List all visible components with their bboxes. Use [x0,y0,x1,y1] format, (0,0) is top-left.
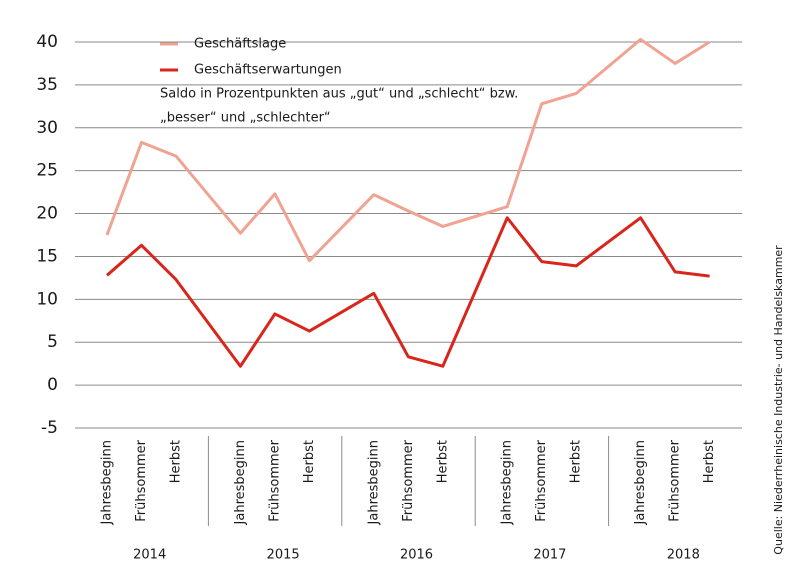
y-tick-label: 30 [36,118,58,138]
y-tick-label: 10 [36,289,58,309]
group-label: 2015 [267,548,300,563]
annotation: Saldo in Prozentpunkten aus „gut“ und „s… [160,87,518,102]
group-label: 2017 [533,548,566,563]
x-tick-label: Jahresbeginn [633,440,648,525]
x-tick-label: Jahresbeginn [366,440,381,525]
annotation: „besser“ und „schlechter“ [160,111,331,126]
x-tick-label: Herbst [569,440,584,483]
group-label: 2018 [667,548,700,563]
x-tick-label: Frühsommer [668,439,683,521]
x-tick-label: Frühsommer [267,439,282,521]
x-tick-label: Frühsommer [134,439,149,521]
y-tick-label: 15 [36,246,58,266]
x-tick-label: Frühsommer [401,439,416,521]
x-tick-label: Herbst [435,440,450,483]
legend-label: Geschäftslage [194,37,286,52]
y-tick-label: 20 [36,204,58,224]
group-label: 2016 [400,548,433,563]
y-tick-label: 5 [47,332,58,352]
y-tick-label: 0 [47,375,58,395]
x-tick-label: Herbst [302,440,317,483]
y-tick-label: 35 [36,75,58,95]
x-tick-label: Herbst [702,440,717,483]
group-label: 2014 [133,548,166,563]
y-tick-label: 40 [36,32,58,52]
series-line [106,216,710,368]
x-tick-label: Jahresbeginn [233,440,248,525]
x-tick-label: Herbst [169,440,184,483]
series-line [105,37,711,263]
x-tick-label: Frühsommer [534,439,549,521]
y-tick-label: -5 [41,418,58,438]
source: Quelle: Niederrheinische Industrie- und … [772,245,785,555]
x-tick-label: Jahresbeginn [500,440,515,525]
x-tick-label: Jahresbeginn [100,440,115,525]
legend-label: Geschäftserwartungen [194,63,342,78]
y-tick-label: 25 [36,161,58,181]
